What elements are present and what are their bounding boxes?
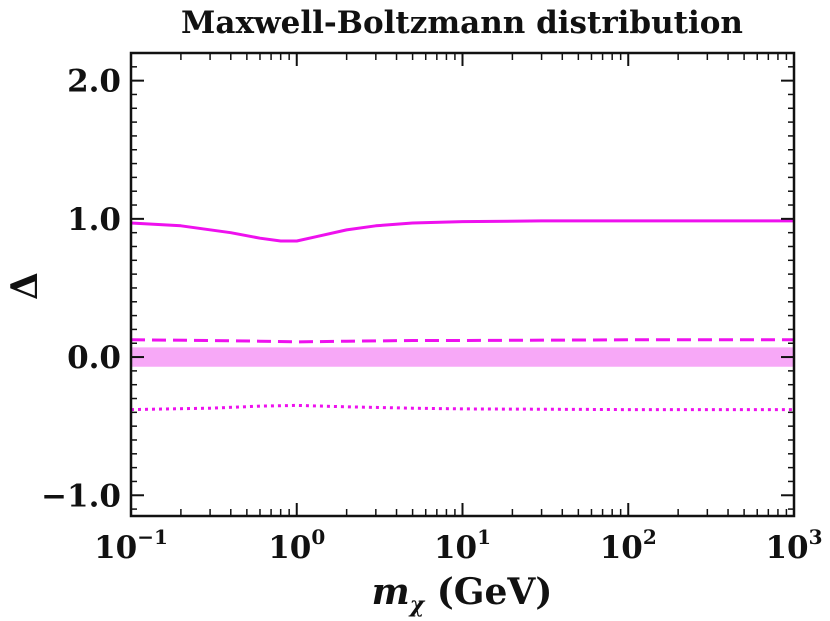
y-axis-label: Δ [4, 272, 46, 300]
x-tick-label: 101 [434, 525, 491, 566]
y-tick-label: −1.0 [41, 478, 121, 514]
x-axis-label: mχ (GeV) [372, 571, 553, 618]
uncertainty-band [131, 347, 794, 367]
x-tick-label: 103 [765, 525, 822, 566]
series-line-solid [130, 219, 794, 243]
y-tick-label: 0.0 [67, 340, 121, 376]
x-axis-label-unit: (GeV) [424, 571, 552, 613]
series-line-dotted [130, 403, 794, 412]
y-tick-label: 2.0 [67, 64, 121, 100]
axes-frame [129, 51, 796, 518]
y-tick-labels: 2.0 1.0 0.0 −1.0 [41, 64, 121, 515]
tick-marks [130, 52, 795, 516]
x-tick-label: 100 [268, 525, 325, 566]
x-axis-label-symbol: m [372, 571, 410, 613]
x-tick-labels: 10−1 100 101 102 103 [94, 525, 822, 566]
x-tick-label: 102 [600, 525, 657, 566]
plot-area [130, 219, 794, 412]
x-axis-label-subscript: χ [408, 592, 426, 618]
y-tick-label: 1.0 [67, 202, 121, 238]
x-tick-label: 10−1 [94, 525, 168, 566]
series-line-dashed [130, 338, 794, 344]
chart-title: Maxwell-Boltzmann distribution [181, 5, 743, 41]
